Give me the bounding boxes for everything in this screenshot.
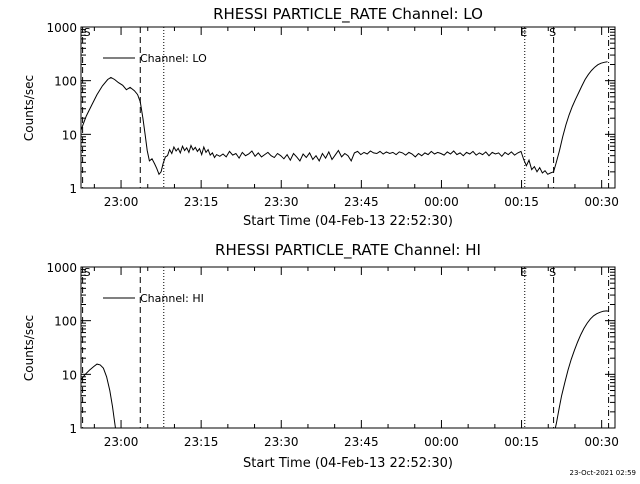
event-marker-label: S (549, 266, 556, 279)
series-line (554, 310, 609, 428)
legend-label: Channel: LO (140, 52, 207, 65)
event-marker-label: S (84, 26, 91, 39)
panel-lo: RHESSI PARTICLE_RATE Channel: LO Start T… (22, 5, 619, 229)
x-tick-label: 23:45 (344, 435, 379, 449)
event-marker-label: E (520, 26, 527, 39)
axes-frame (80, 26, 616, 189)
x-tick-label: 23:30 (264, 195, 299, 209)
panel-hi: RHESSI PARTICLE_RATE Channel: HI Start T… (22, 241, 619, 471)
event-marker-label: S (84, 266, 91, 279)
x-tick-label: 23:00 (104, 195, 139, 209)
legend-label: Channel: HI (140, 292, 204, 305)
series-line (81, 61, 608, 176)
x-tick-label: 23:45 (344, 195, 379, 209)
footer-timestamp: 23-Oct-2021 02:59 (570, 469, 636, 477)
chart-title: RHESSI PARTICLE_RATE Channel: HI (215, 241, 481, 260)
y-tick-label: 100 (54, 315, 77, 329)
y-tick-label: 10 (62, 128, 77, 142)
x-tick-label: 00:30 (584, 435, 619, 449)
y-tick-label: 1000 (46, 21, 77, 35)
x-axis-label: Start Time (04-Feb-13 22:52:30) (243, 214, 453, 229)
plot-area: 23:00 23:15 23:30 23:45 00:00 00:15 00:30 1 10 10… (46, 261, 618, 449)
x-tick-label: 00:00 (424, 435, 459, 449)
y-tick-label: 1000 (46, 261, 77, 275)
y-axis-label: Counts/sec (22, 315, 36, 381)
axes-frame (80, 266, 616, 429)
y-axis-label: Counts/sec (22, 75, 36, 141)
y-tick-label: 1 (69, 422, 77, 436)
x-tick-label: 00:30 (584, 195, 619, 209)
y-tick-label: 1 (69, 182, 77, 196)
y-tick-label: 100 (54, 75, 77, 89)
chart-title: RHESSI PARTICLE_RATE Channel: LO (213, 5, 483, 24)
event-marker-label: S (549, 26, 556, 39)
x-tick-label: 23:15 (184, 435, 219, 449)
legend: Channel: LO (103, 52, 207, 65)
y-tick-label: 10 (62, 368, 77, 382)
event-marker-label: E (520, 266, 527, 279)
x-tick-label: 00:15 (504, 195, 539, 209)
x-axis-label: Start Time (04-Feb-13 22:52:30) (243, 456, 453, 471)
legend: Channel: HI (103, 292, 204, 305)
x-tick-label: 23:00 (104, 435, 139, 449)
x-tick-label: 23:15 (184, 195, 219, 209)
x-tick-label: 00:15 (504, 435, 539, 449)
x-tick-label: 00:00 (424, 195, 459, 209)
series-line (81, 363, 116, 428)
x-tick-label: 23:30 (264, 435, 299, 449)
plot-area: 23:00 23:15 23:30 23:45 00:00 00:15 00:30 1 10 10… (46, 21, 618, 209)
